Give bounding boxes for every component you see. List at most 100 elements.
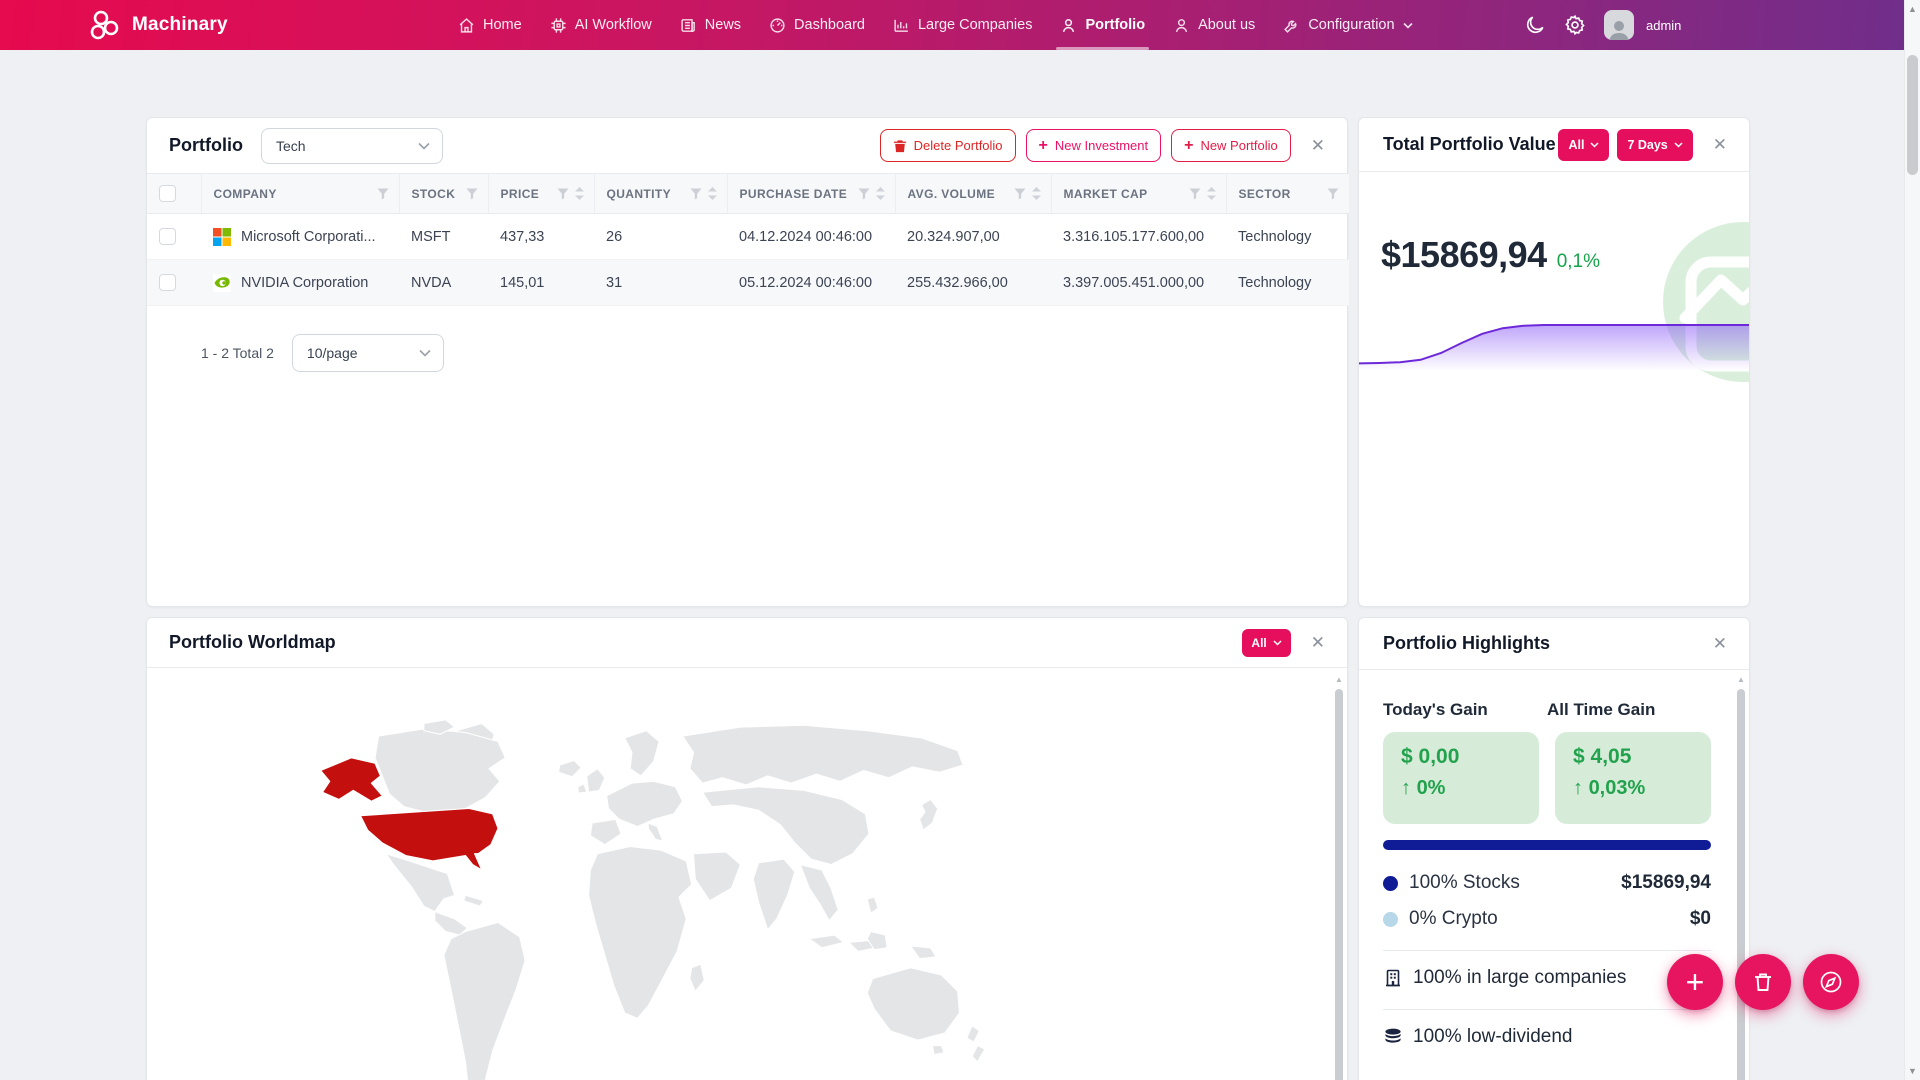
chip-icon [550,17,567,34]
nav-item-about-us[interactable]: About us [1173,0,1255,50]
page-scrollbar[interactable]: ▲ ▼ [1904,0,1920,1080]
delete-portfolio-button[interactable]: Delete Portfolio [879,129,1016,162]
filter-funnel-icon[interactable] [858,188,870,200]
plus-icon: + [1184,136,1194,154]
all-time-gain-percent-value: 0,03% [1588,777,1646,799]
new-investment-button[interactable]: + New Investment [1025,129,1162,162]
country-mexico [385,853,456,913]
price-cell: 437,33 [488,213,594,260]
filter-funnel-icon[interactable] [1014,188,1026,200]
settings-gear-icon[interactable] [1564,14,1586,36]
table-row-msft[interactable]: Microsoft Corporati... MSFT 437,33 26 04… [147,213,1349,260]
country-uk [586,768,606,793]
highlights-content: Today's Gain All Time Gain $ 0,00 ↑ 0% $… [1359,670,1749,1048]
scroll-down-arrow[interactable]: ▼ [1908,1066,1917,1076]
price-cell: 145,01 [488,259,594,306]
close-icon[interactable]: ✕ [1712,135,1727,154]
worldmap-filter-label: All [1251,635,1267,650]
nav-item-large-companies[interactable]: Large Companies [893,0,1032,50]
country-central-america [434,911,468,936]
delete-fab-button[interactable] [1735,954,1791,1010]
filter-funnel-icon[interactable] [557,188,569,200]
nav-item-news[interactable]: News [680,0,741,50]
country-philippines [866,896,879,914]
nav-label: News [704,17,742,33]
total-value-body: $15869,94 0,1% [1359,172,1749,606]
country-usa-alaska [320,757,383,802]
table-row-nvda[interactable]: NVIDIA Corporation NVDA 145,01 31 05.12.… [147,259,1349,306]
highlights-panel: Portfolio Highlights ✕ Today's Gain All … [1358,617,1750,1080]
select-all-checkbox[interactable] [159,185,176,202]
worldmap-title: Portfolio Worldmap [169,632,336,652]
filter-funnel-icon[interactable] [690,188,702,200]
nav-item-portfolio[interactable]: Portfolio [1056,0,1149,50]
username-label[interactable]: admin [1646,17,1682,33]
portfolio-select[interactable]: Tech [261,127,443,164]
country-iceland [558,759,582,778]
nav-item-configuration[interactable]: Configuration [1283,0,1413,50]
nav-item-dashboard[interactable]: Dashboard [769,0,865,50]
worldmap-scrollbar[interactable]: ▲ [1334,673,1344,1080]
todays-gain-percent: ↑ 0% [1401,777,1521,800]
country-central-asia-china [701,786,870,866]
total-value-panel: Total Portfolio Value All 7 Days ✕ $1586… [1358,117,1750,607]
column-header-sector[interactable]: SECTOR [1238,186,1291,201]
page-size-value: 10/page [306,345,358,361]
close-icon[interactable]: ✕ [1310,633,1325,652]
nav-item-ai-workflow[interactable]: AI Workflow [550,0,652,50]
row-checkbox[interactable] [159,274,176,291]
scroll-up-arrow[interactable]: ▲ [1908,4,1917,14]
sort-icon[interactable] [707,187,717,200]
column-header-purchase-date[interactable]: PURCHASE DATE [739,186,848,201]
portfolio-panel-title: Portfolio [169,135,243,155]
nav-item-home[interactable]: Home [458,0,522,50]
company-name: NVIDIA Corporation [241,274,369,291]
column-header-quantity[interactable]: QUANTITY [606,186,672,201]
worldmap-filter-button[interactable]: All [1242,628,1291,657]
column-header-price[interactable]: PRICE [500,186,540,201]
all-time-gain-percent: ↑ 0,03% [1573,777,1693,800]
quantity-cell: 31 [594,259,727,306]
scope-filter-button[interactable]: All [1558,128,1610,161]
add-fab-button[interactable]: + [1667,954,1723,1010]
brand[interactable]: Machinary [88,0,228,50]
compass-fab-button[interactable] [1803,954,1859,1010]
portfolio-actions: Delete Portfolio + New Investment + New … [879,129,1291,162]
country-iberia [589,818,622,846]
filter-funnel-icon[interactable] [1189,188,1201,200]
sort-icon[interactable] [875,187,885,200]
market-cap-cell: 3.397.005.451.000,00 [1051,259,1226,306]
dark-mode-moon-icon[interactable] [1524,14,1546,36]
filter-funnel-icon[interactable] [1327,188,1339,200]
column-header-company[interactable]: COMPANY [213,186,277,201]
country-borneo [866,930,888,951]
range-filter-button[interactable]: 7 Days [1617,128,1693,161]
worldmap-header: Portfolio Worldmap All ✕ [147,618,1347,668]
filter-funnel-icon[interactable] [377,188,389,200]
sort-icon[interactable] [1206,187,1216,200]
value-sparkline-chart [1359,324,1749,371]
scrollbar-thumb[interactable] [1907,55,1918,175]
delete-portfolio-label: Delete Portfolio [913,138,1003,153]
sort-icon[interactable] [574,187,584,200]
new-investment-label: New Investment [1054,138,1149,153]
sector-cell: Technology [1226,213,1349,260]
page-size-select[interactable]: 10/page [291,334,444,372]
close-icon[interactable]: ✕ [1712,634,1727,653]
total-value-title: Total Portfolio Value [1383,134,1556,154]
filter-funnel-icon[interactable] [466,188,478,200]
world-map[interactable] [251,718,1031,1080]
sort-icon[interactable] [1031,187,1041,200]
new-portfolio-button[interactable]: + New Portfolio [1171,129,1291,162]
column-header-market-cap[interactable]: MARKET CAP [1063,186,1148,201]
nav-label: Dashboard [794,17,865,33]
user-avatar[interactable] [1604,10,1634,40]
main-nav: Home AI Workflow News Dashboard Large Co… [458,0,1413,50]
highlights-scrollbar[interactable]: ▲ [1736,673,1746,1080]
column-header-avg-volume[interactable]: AVG. VOLUME [907,186,996,201]
country-cuba [463,894,485,907]
country-australia [866,967,961,1041]
column-header-stock[interactable]: STOCK [411,186,456,201]
row-checkbox[interactable] [159,228,176,245]
close-icon[interactable]: ✕ [1310,136,1325,155]
